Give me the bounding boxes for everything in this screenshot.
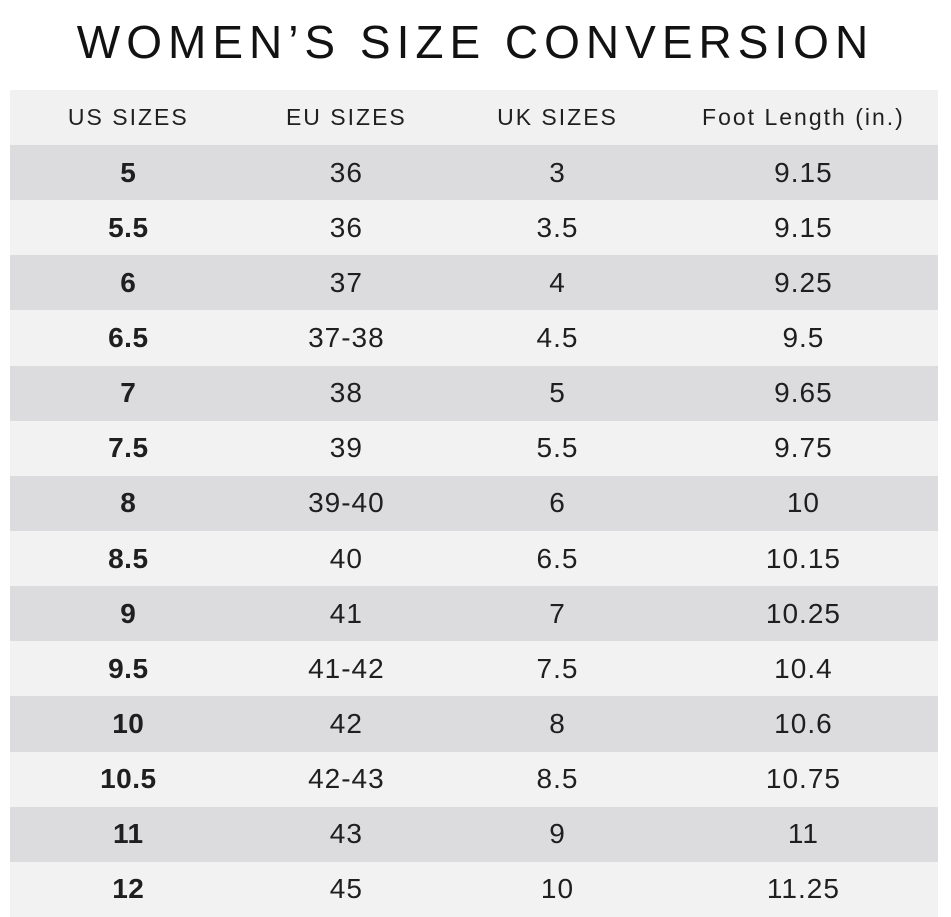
- uk-size-cell: 6: [549, 487, 566, 519]
- eu-size-cell: 38: [329, 377, 363, 409]
- eu-size-cell: 37-38: [308, 321, 385, 353]
- foot-length-cell: 10.75: [765, 763, 841, 795]
- uk-size-cell: 3.5: [536, 211, 579, 243]
- page-title: WOMEN’S SIZE CONVERSION: [76, 16, 875, 68]
- table-row: 12 45 10 11.25: [10, 861, 938, 917]
- us-size-cell: 9: [120, 597, 137, 629]
- uk-size-cell: 9: [549, 818, 566, 850]
- uk-size-cell: 8: [549, 707, 566, 739]
- foot-length-cell: 10.6: [774, 707, 833, 739]
- eu-size-cell: 39: [329, 432, 363, 464]
- foot-length-cell: 9.75: [774, 432, 833, 464]
- uk-size-cell: 5: [549, 377, 566, 409]
- table-row: 9.5 41-42 7.5 10.4: [10, 641, 938, 697]
- table-row: 7.5 39 5.5 9.75: [10, 420, 938, 476]
- table-row: 5.5 36 3.5 9.15: [10, 200, 938, 256]
- us-size-cell: 8.5: [108, 542, 149, 574]
- uk-size-cell: 7: [549, 597, 566, 629]
- eu-size-cell: 42: [329, 707, 363, 739]
- foot-length-cell: 10.4: [774, 652, 833, 684]
- uk-size-cell: 5.5: [536, 432, 579, 464]
- uk-size-cell: 4.5: [536, 321, 579, 353]
- foot-length-cell: 11: [787, 818, 819, 850]
- table-row: 8.5 40 6.5 10.15: [10, 530, 938, 587]
- uk-size-cell: 4: [549, 266, 566, 298]
- uk-size-cell: 10: [540, 873, 575, 905]
- eu-size-cell: 45: [329, 873, 363, 905]
- us-size-cell: 10: [112, 707, 145, 739]
- table-row: 6 37 4 9.25: [10, 255, 938, 311]
- column-header-us-sizes: US SIZES: [67, 104, 189, 130]
- column-header-foot-length: Foot Length (in.): [702, 104, 905, 130]
- us-size-cell: 8: [120, 487, 137, 519]
- us-size-cell: 7: [120, 377, 137, 409]
- foot-length-cell: 9.65: [774, 377, 833, 409]
- us-size-cell: 12: [112, 873, 145, 905]
- foot-length-cell: 9.25: [774, 266, 833, 298]
- column-header-uk-sizes: UK SIZES: [497, 104, 618, 130]
- us-size-cell: 7.5: [108, 432, 149, 464]
- us-size-cell: 11: [113, 818, 144, 850]
- us-size-cell: 5.5: [108, 211, 149, 243]
- us-size-cell: 6.5: [108, 321, 149, 353]
- table-row: 5 36 3 9.15: [10, 145, 938, 201]
- eu-size-cell: 39-40: [308, 487, 385, 519]
- us-size-cell: 6: [120, 266, 137, 298]
- table-body: 5 36 3 9.15 5.5 36 3.5 9.15 6 37 4 9.25 6.5 37-38 4.5 9…: [10, 145, 938, 917]
- eu-size-cell: 41-42: [308, 652, 385, 684]
- us-size-cell: 9.5: [108, 652, 149, 684]
- column-header-eu-sizes: EU SIZES: [285, 104, 407, 130]
- foot-length-cell: 9.5: [782, 321, 825, 353]
- foot-length-cell: 11.25: [766, 873, 840, 905]
- foot-length-cell: 10: [786, 487, 820, 519]
- header-row: US SIZES EU SIZES UK SIZES Foot Length (…: [10, 90, 938, 145]
- us-size-cell: 5: [120, 156, 137, 188]
- table-row: 10 42 8 10.6: [10, 696, 938, 752]
- size-conversion-page: WOMEN’S SIZE CONVERSION US SIZES EU SIZE…: [0, 12, 951, 917]
- uk-size-cell: 8.5: [536, 763, 579, 795]
- us-size-cell: 10.5: [100, 763, 157, 795]
- eu-size-cell: 40: [329, 542, 363, 574]
- eu-size-cell: 42-43: [308, 763, 385, 795]
- table-row: 6.5 37-38 4.5 9.5: [10, 310, 938, 366]
- foot-length-cell: 10.25: [765, 597, 841, 629]
- uk-size-cell: 7.5: [536, 652, 579, 684]
- size-conversion-table: US SIZES EU SIZES UK SIZES Foot Length (…: [10, 90, 938, 917]
- table-row: 9 41 7 10.25: [10, 586, 938, 642]
- table-row: 10.5 42-43 8.5 10.75: [10, 751, 938, 807]
- eu-size-cell: 43: [329, 818, 363, 850]
- foot-length-cell: 9.15: [774, 156, 833, 188]
- table-row: 8 39-40 6 10: [10, 475, 938, 531]
- uk-size-cell: 6.5: [536, 542, 579, 574]
- foot-length-cell: 10.15: [765, 542, 841, 574]
- eu-size-cell: 36: [329, 211, 363, 243]
- eu-size-cell: 41: [329, 597, 363, 629]
- table-row: 11 43 9 11: [10, 806, 938, 862]
- foot-length-cell: 9.15: [774, 211, 833, 243]
- table-row: 7 38 5 9.65: [10, 365, 938, 421]
- eu-size-cell: 37: [329, 266, 363, 298]
- uk-size-cell: 3: [549, 156, 566, 188]
- eu-size-cell: 36: [329, 156, 363, 188]
